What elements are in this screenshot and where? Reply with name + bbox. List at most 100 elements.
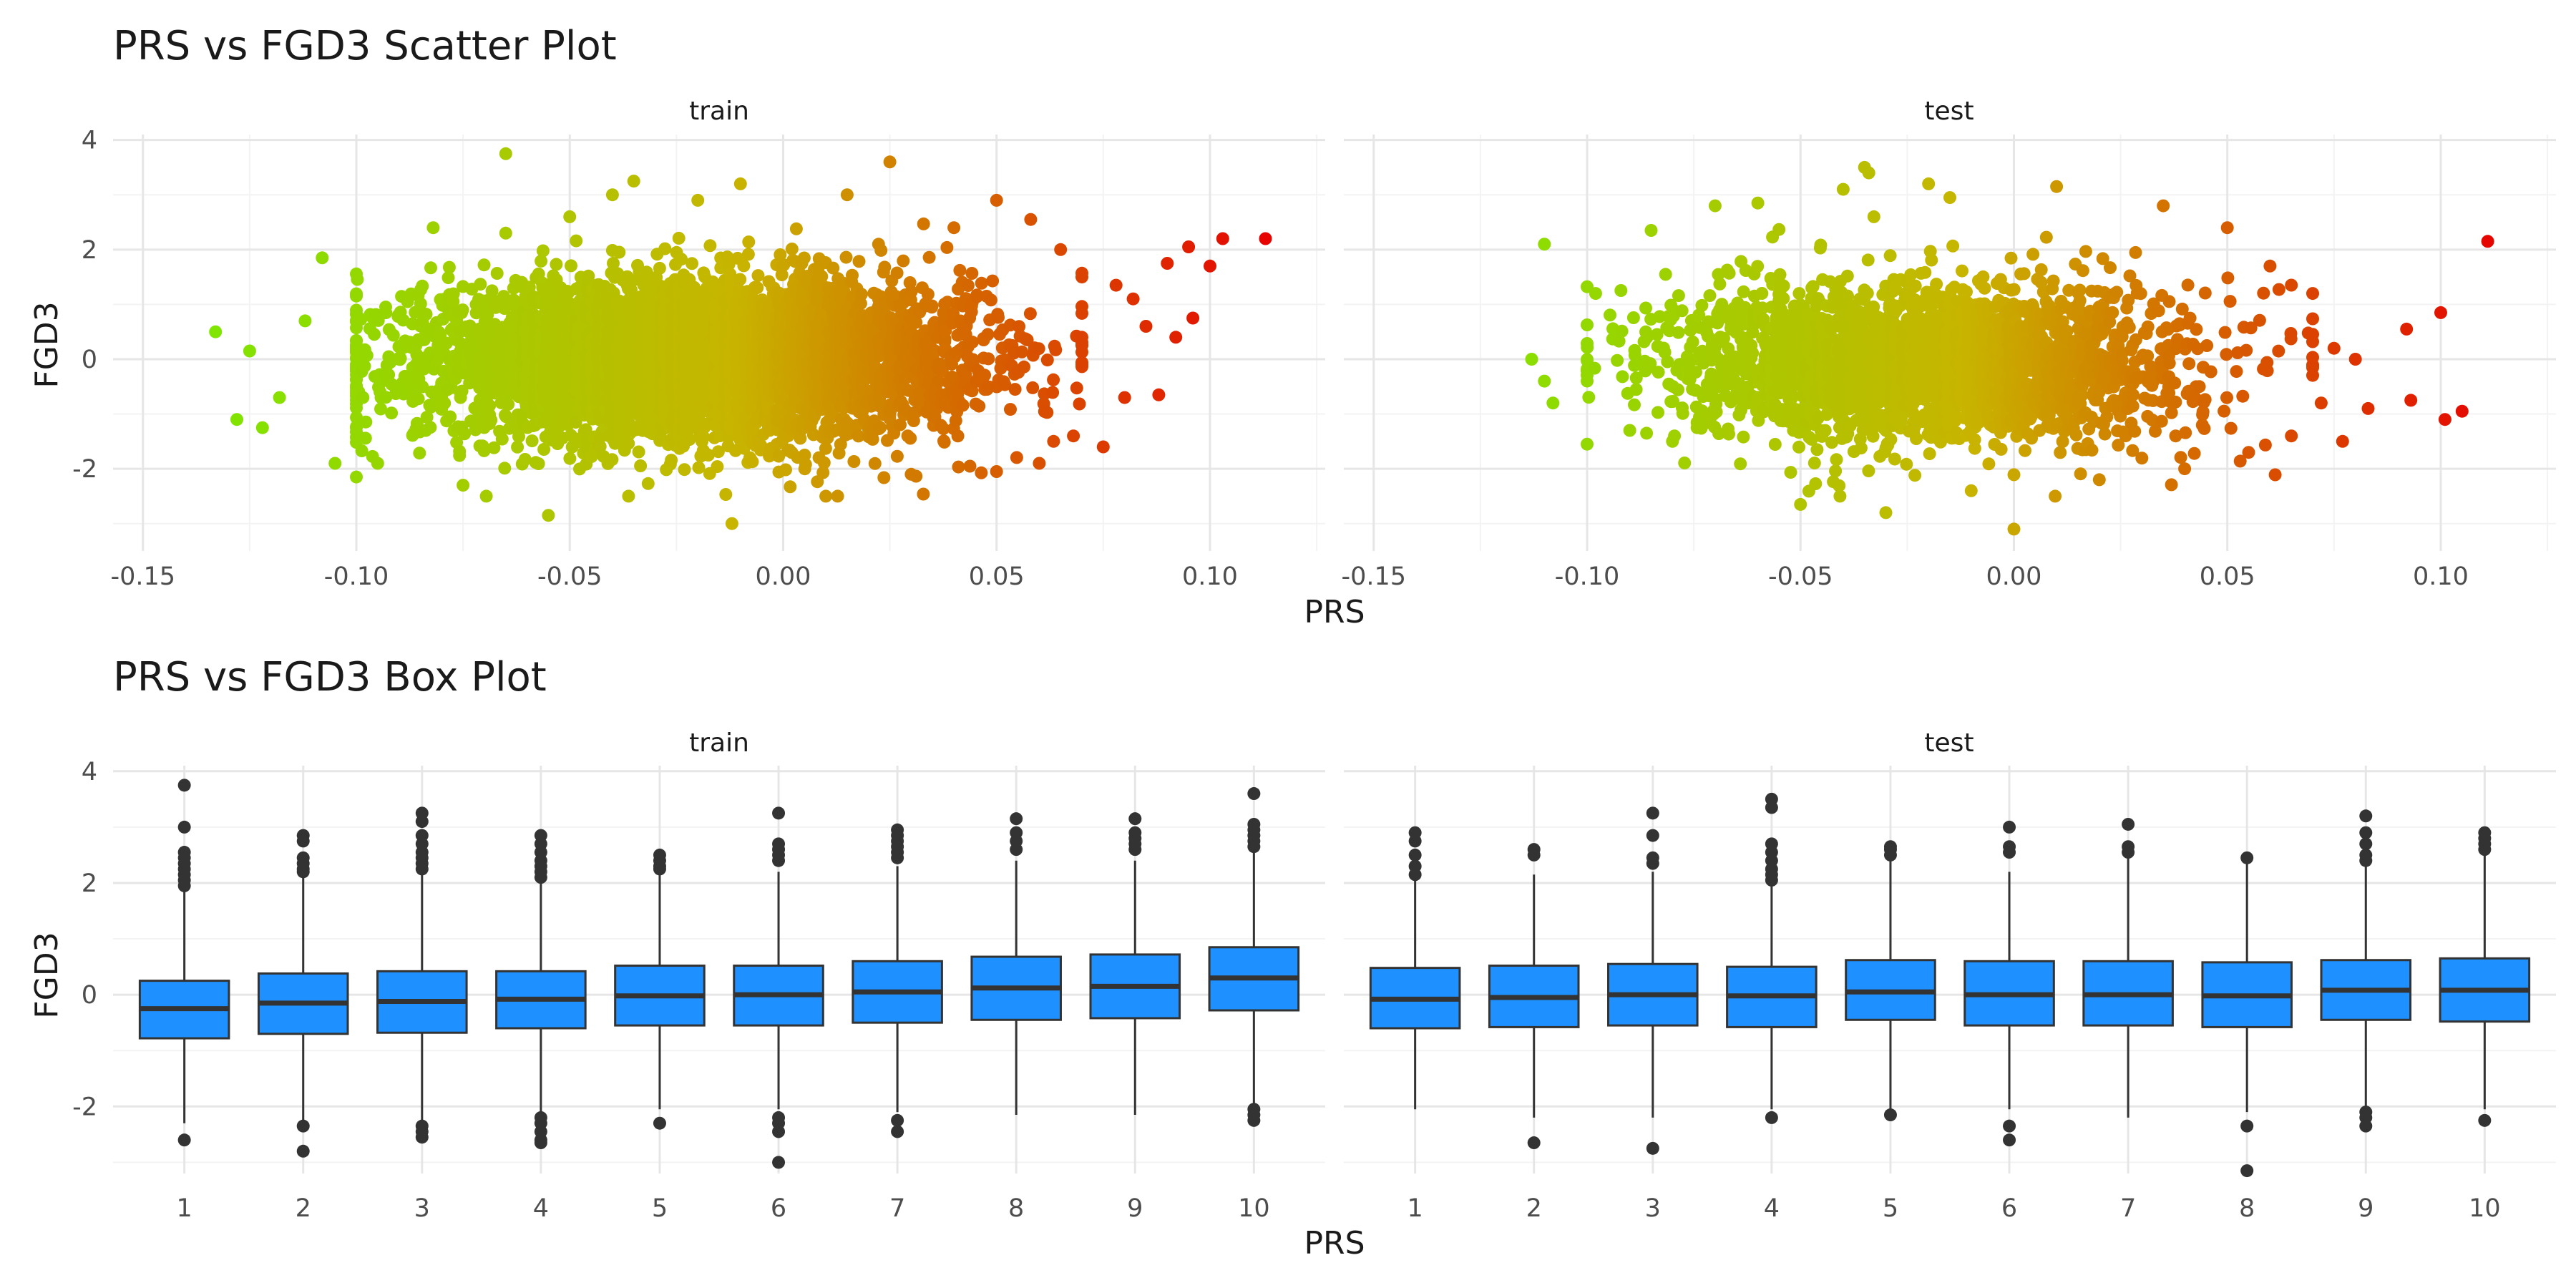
scatter-point [839,250,853,264]
scatter-point [686,257,698,270]
scatter-point [359,415,373,429]
scatter-point [273,391,286,404]
scatter-point [897,254,910,268]
scatter-point [741,248,755,261]
scatter-point [874,243,888,257]
scatter-point [978,369,992,382]
scatter-point [658,242,672,255]
scatter-point [963,459,977,473]
scatter-point [951,429,965,443]
scatter-point [703,239,717,253]
scatter-point [984,293,997,307]
scatter-point [355,444,369,457]
scatter-point [414,297,427,311]
scatter-point [522,280,536,294]
scatter-point [477,258,491,272]
scatter-point [563,210,577,223]
scatter-point [537,443,551,456]
scatter-point [733,177,747,190]
scatter-point [424,421,437,434]
scatter-point [965,267,979,280]
scatter-point [784,480,797,494]
scatter-point [917,487,930,501]
scatter-point [953,263,967,277]
scatter-point [497,290,510,303]
scatter-panel-train [113,135,1325,551]
scatter-point [877,471,891,484]
scatter-point [779,463,792,477]
scatter-point [909,469,923,483]
scatter-point [444,410,457,424]
scatter-point [940,240,954,254]
scatter-point [371,457,384,470]
scatter-point [490,267,504,280]
scatter-point [350,401,363,415]
scatter-point [483,399,497,412]
scatter-point [426,221,440,235]
scatter-point [550,258,563,271]
scatter-point [484,414,498,426]
scatter-point [742,235,756,249]
scatter-point [975,466,988,479]
scatter-point [937,435,951,449]
scatter-point [453,444,467,458]
scatter-point [746,455,759,469]
scatter-point [350,420,363,434]
scatter-point [570,234,583,248]
scatter-point [692,461,706,474]
scatter-point [382,368,396,381]
scatter-point [243,344,256,358]
scatter-point [883,155,897,169]
scatter-point [424,261,437,275]
scatter-point [419,308,433,321]
scatter-title: PRS vs FGD3 Scatter Plot [113,23,617,69]
scatter-point [386,328,400,342]
scatter-point [737,259,751,273]
scatter-point [477,444,491,457]
scatter-point [975,276,988,290]
scatter-point [846,268,859,282]
scatter-point [840,188,854,202]
scatter-point [878,260,892,274]
scatter-point [385,406,399,420]
scatter-point [627,175,640,188]
scatter-point [485,284,499,298]
scatter-point [981,328,995,341]
scatter-point [917,217,930,230]
scatter-point [438,396,452,410]
scatter-point [360,348,374,362]
scatter-point [965,336,979,349]
scatter-point [230,413,243,426]
scatter-point [990,193,1003,207]
scatter-point [394,351,407,365]
scatter-point [925,299,939,313]
scatter-point [725,517,738,530]
scatter-point [634,459,648,472]
scatter-point [665,454,678,467]
scatter-point [358,359,371,373]
scatter-point [622,489,635,503]
scatter-point [799,458,812,471]
scatter-point [447,287,460,301]
scatter-point [874,421,887,434]
scatter-point [518,453,532,466]
scatter-point [298,314,312,328]
scatter-point [511,440,525,454]
scatter-point [922,250,936,264]
scatter-point [653,261,666,275]
scatter-point [532,457,545,470]
scatter-point [831,489,844,503]
scatter-point [328,457,342,470]
scatter-point [563,452,577,465]
scatter-point [904,431,917,445]
scatter-points-train [209,147,1272,530]
scatter-point [455,384,469,398]
scatter-point [961,279,975,292]
scatter-point [499,147,512,160]
scatter-point [420,411,434,424]
scatter-point [379,391,393,404]
scatter-point [817,456,831,469]
scatter-point [358,431,372,445]
scatter-point [672,231,686,245]
